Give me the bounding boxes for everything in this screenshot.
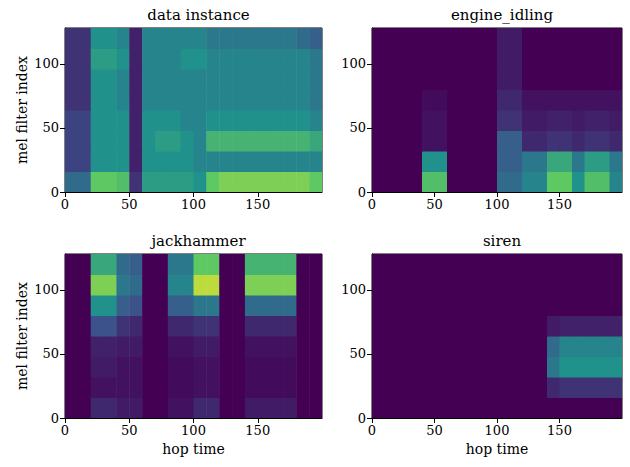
svg-text:150: 150 — [245, 423, 270, 438]
svg-text:mel filter index: mel filter index — [14, 282, 30, 390]
svg-text:150: 150 — [547, 197, 572, 212]
svg-text:100: 100 — [181, 423, 206, 438]
svg-text:100: 100 — [485, 197, 510, 212]
svg-text:100: 100 — [34, 56, 59, 71]
svg-text:0: 0 — [358, 185, 366, 200]
svg-text:100: 100 — [341, 56, 366, 71]
svg-text:0: 0 — [368, 423, 376, 438]
svg-text:0: 0 — [51, 411, 59, 426]
svg-text:100: 100 — [485, 423, 510, 438]
svg-text:50: 50 — [121, 197, 138, 212]
svg-text:hop time: hop time — [466, 441, 529, 457]
svg-text:mel filter index: mel filter index — [14, 56, 30, 164]
svg-text:0: 0 — [61, 197, 69, 212]
svg-text:0: 0 — [358, 411, 366, 426]
svg-text:0: 0 — [51, 185, 59, 200]
svg-text:engine_idling: engine_idling — [451, 6, 554, 24]
svg-text:50: 50 — [42, 346, 59, 361]
svg-text:100: 100 — [181, 197, 206, 212]
svg-text:50: 50 — [426, 197, 443, 212]
svg-text:0: 0 — [61, 423, 69, 438]
svg-text:100: 100 — [341, 282, 366, 297]
svg-text:150: 150 — [245, 197, 270, 212]
svg-text:0: 0 — [368, 197, 376, 212]
svg-text:50: 50 — [349, 120, 366, 135]
svg-text:siren: siren — [483, 232, 522, 250]
svg-text:100: 100 — [34, 282, 59, 297]
svg-text:jackhammer: jackhammer — [149, 232, 246, 250]
svg-text:50: 50 — [42, 120, 59, 135]
svg-text:hop time: hop time — [162, 441, 225, 457]
svg-text:data instance: data instance — [147, 6, 249, 24]
svg-text:150: 150 — [547, 423, 572, 438]
svg-text:50: 50 — [426, 423, 443, 438]
svg-text:50: 50 — [349, 346, 366, 361]
svg-text:50: 50 — [121, 423, 138, 438]
